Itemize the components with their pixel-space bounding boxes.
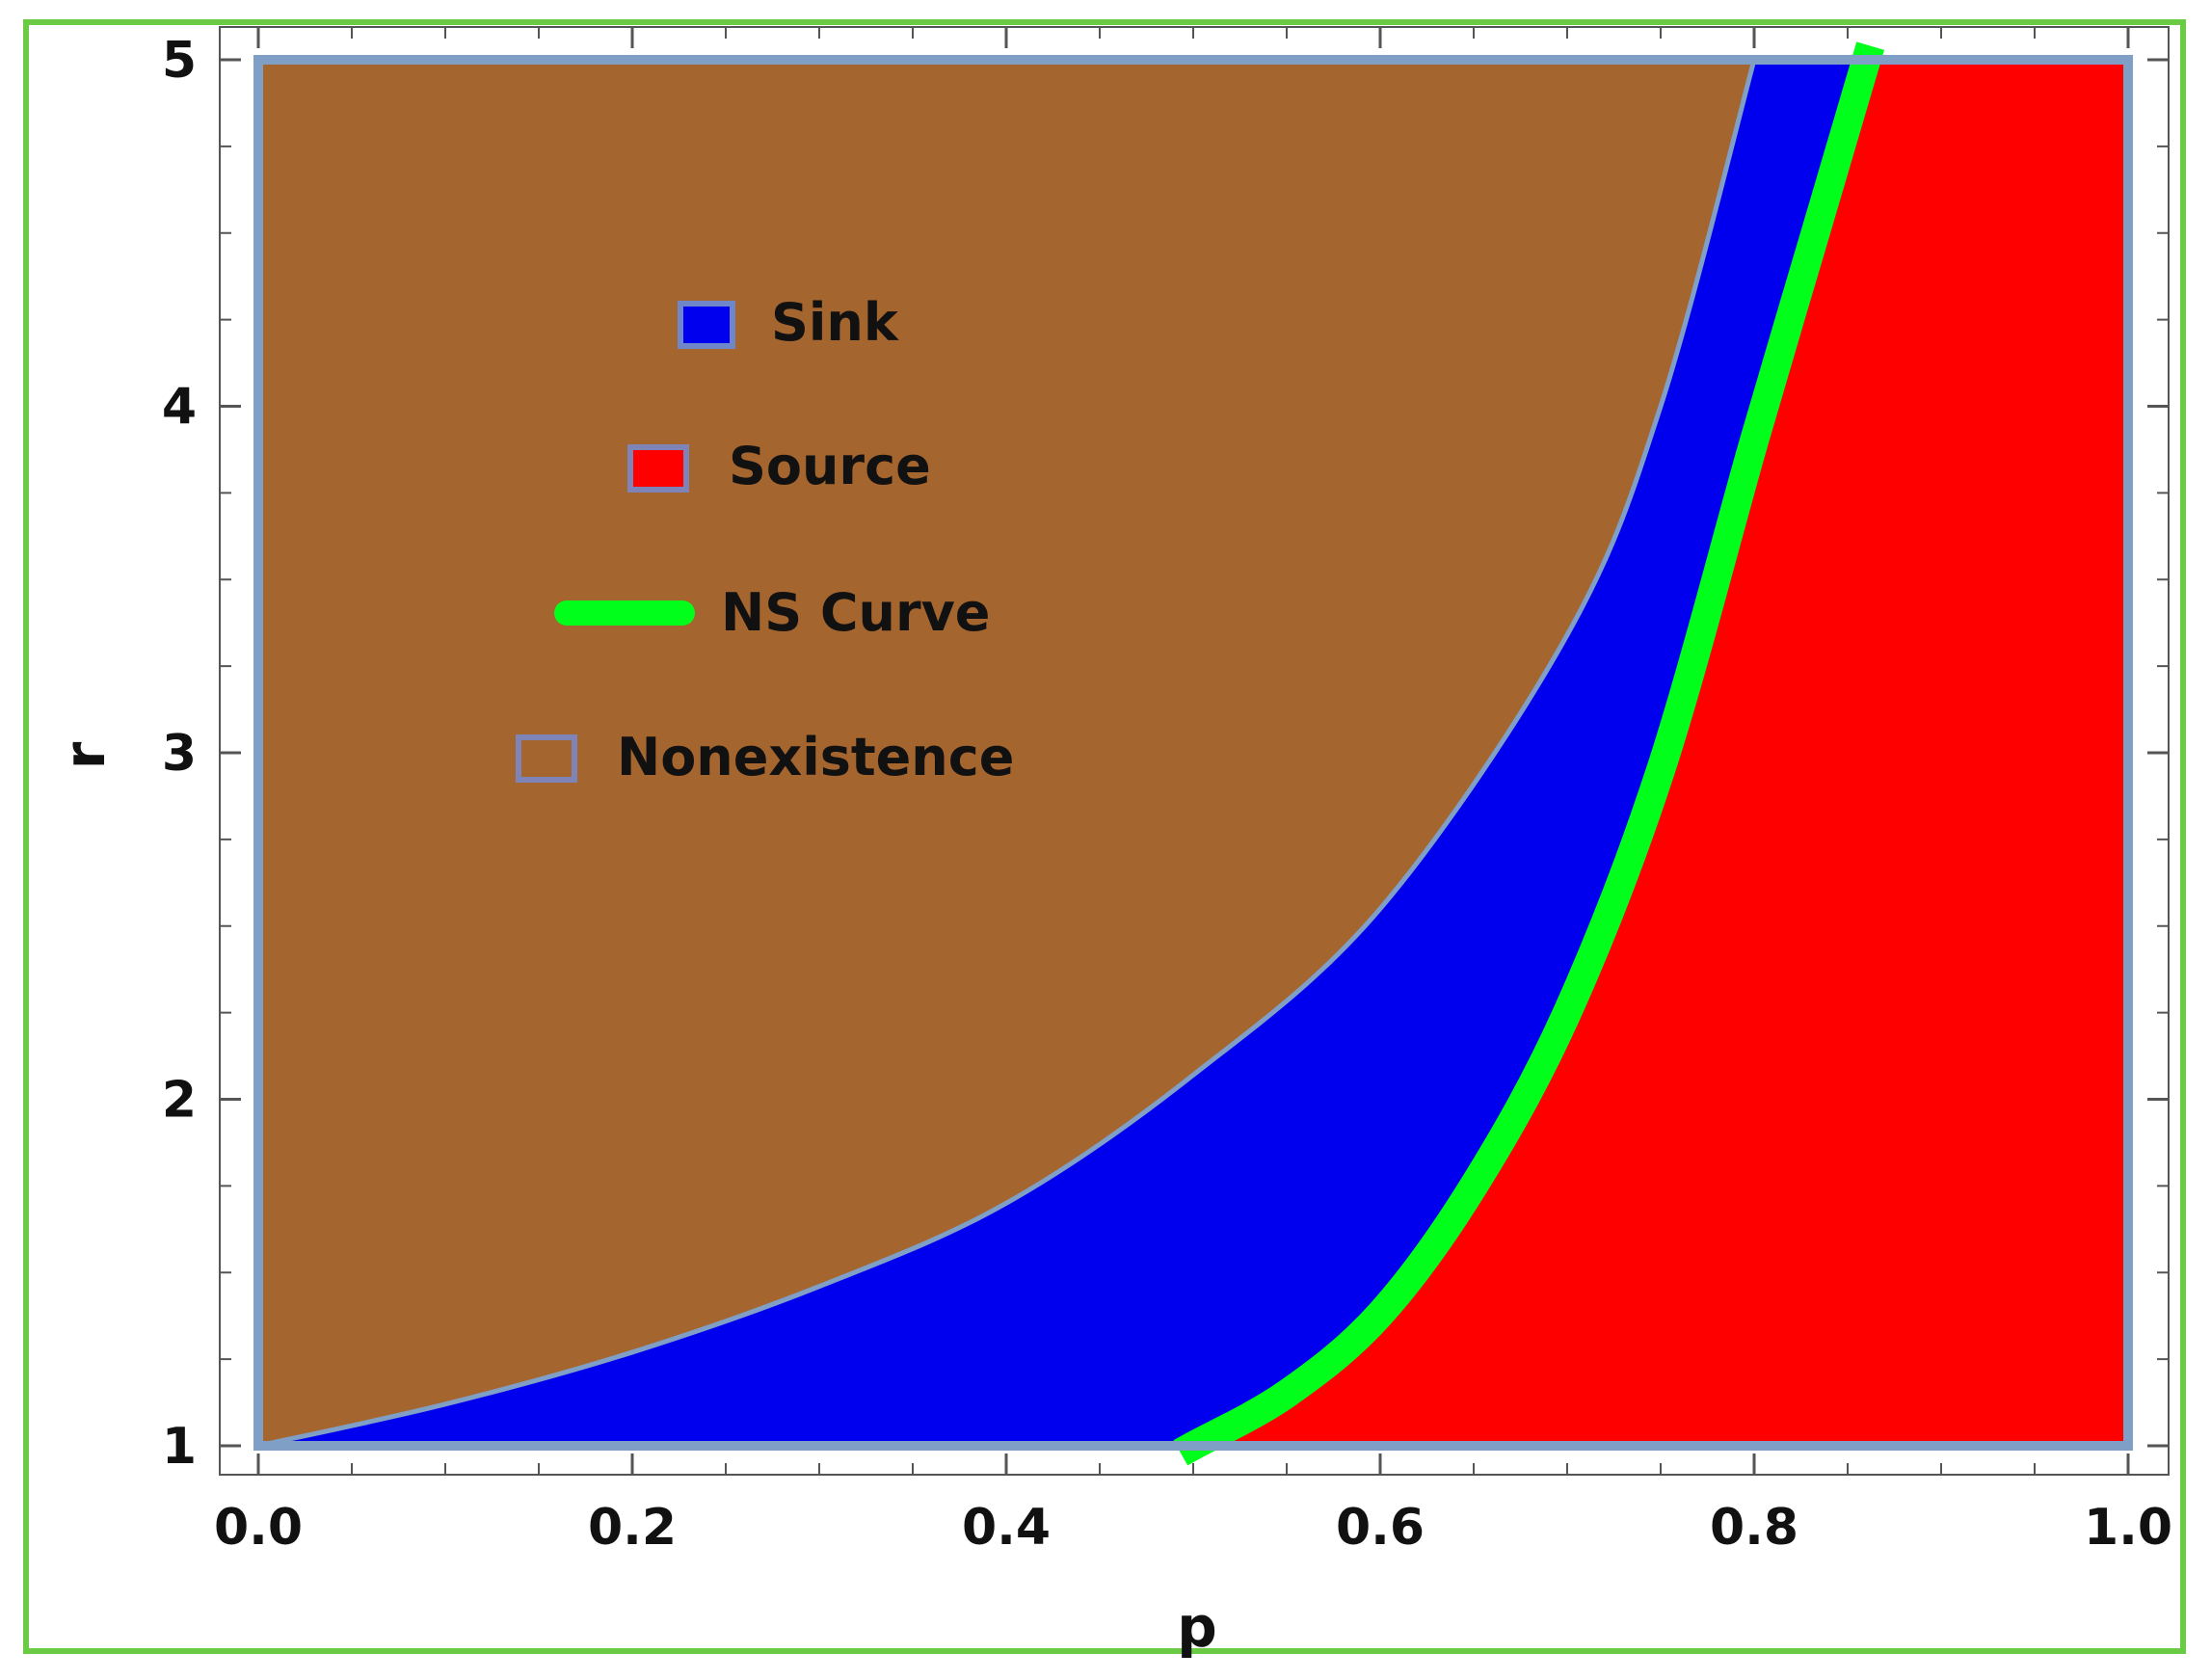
region-nonexistence [255, 57, 1758, 1450]
legend-nonexistence-swatch [516, 734, 577, 783]
x-tick-label: 0.2 [588, 1499, 677, 1557]
y-tick-label: 3 [162, 725, 197, 783]
legend-sink-swatch [678, 301, 735, 349]
y-tick-label: 2 [162, 1072, 197, 1130]
legend-ns-curve-label: NS Curve [721, 582, 990, 643]
y-tick-label: 4 [162, 379, 197, 437]
x-tick-label: 0.0 [214, 1499, 303, 1557]
x-tick-labels: 0.0 0.2 0.4 0.6 0.8 1.0 [214, 1499, 2172, 1557]
legend-sink-label: Sink [771, 292, 899, 353]
x-tick-label: 0.6 [1336, 1499, 1425, 1557]
y-tick-labels: 1 2 3 4 5 [162, 32, 197, 1476]
ns-curve-line [1173, 41, 1885, 1466]
legend-source-label: Source [729, 436, 931, 496]
y-tick-label: 5 [162, 32, 197, 90]
x-tick-label: 0.4 [962, 1499, 1051, 1557]
chart-regions [255, 57, 2128, 1450]
x-tick-label: 0.8 [1710, 1499, 1798, 1557]
plot-border [253, 55, 2133, 1451]
y-tick-label: 1 [162, 1418, 197, 1476]
legend: Sink Source NS Curve Nonexistence [516, 292, 1014, 787]
y-axis-label: r [52, 741, 118, 769]
legend-nonexistence-label: Nonexistence [617, 727, 1014, 787]
x-axis-label: p [1177, 1594, 1217, 1660]
x-tick-label: 1.0 [2084, 1499, 2172, 1557]
tick-marks [220, 27, 2169, 1475]
legend-source-swatch [627, 444, 689, 493]
